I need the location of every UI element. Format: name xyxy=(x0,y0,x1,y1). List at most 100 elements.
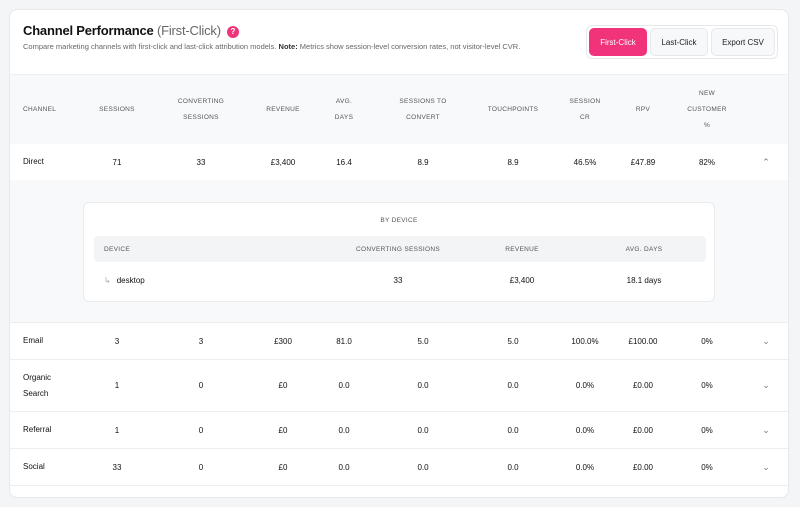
device-name: desktop xyxy=(116,275,145,285)
channel-name: Social xyxy=(23,459,85,475)
first-click-button[interactable]: First-Click xyxy=(589,28,647,56)
channel-name: Email xyxy=(23,333,85,349)
chevron-down-icon[interactable]: ⌄ xyxy=(762,335,770,346)
cell-new-pct: 0% xyxy=(701,336,713,346)
cell-rpv: £47.89 xyxy=(630,157,656,167)
header-sessions: SESSIONS xyxy=(85,102,149,118)
cell-converting: 0 xyxy=(198,425,204,435)
title-text: Channel Performance xyxy=(23,23,154,38)
table-row[interactable]: Direct 71 33 £3,400 16.4 8.9 8.9 46.5% £47.89 82%… xyxy=(10,144,788,180)
channel-text: Referral xyxy=(23,425,52,434)
chevron-down-icon[interactable]: ⌄ xyxy=(762,424,770,435)
cell-sessions: 1 xyxy=(114,381,120,390)
cell-revenue: £0 xyxy=(278,381,288,390)
header-text: SESSION xyxy=(569,98,601,105)
cell-converting: 0 xyxy=(198,462,204,472)
header-rpv: RPV xyxy=(615,102,671,118)
table-row[interactable]: Social 33 0 £0 0.0 0.0 0.0 0.0% £0.00 0% ⌄ xyxy=(10,449,788,486)
direct-expanded-panel: BY DEVICE DEVICE CONVERTING SESSIONS REV… xyxy=(10,180,788,323)
cell-stc: 5.0 xyxy=(417,336,429,346)
cell-touchpoints: 0.0 xyxy=(507,381,519,390)
header-text: CONVERT xyxy=(406,114,440,121)
cell-rpv: £0.00 xyxy=(632,381,654,390)
device-revenue: £3,400 xyxy=(509,275,535,285)
device-cell: ↳ desktop xyxy=(104,276,324,285)
note-text: Metrics show session-level conversion ra… xyxy=(299,42,521,51)
sub-arrow-icon: ↳ xyxy=(104,275,111,285)
cell-cr: 0.0% xyxy=(575,425,595,435)
channel-text: Direct xyxy=(23,157,44,166)
header-text: NEW xyxy=(698,90,716,97)
device-breakdown: BY DEVICE DEVICE CONVERTING SESSIONS REV… xyxy=(83,202,715,302)
cell-avg-days: 16.4 xyxy=(336,157,352,167)
header-text: TOUCHPOINTS xyxy=(487,106,539,113)
cell-sessions: 33 xyxy=(112,462,122,472)
cell-avg-days: 0.0 xyxy=(338,381,350,390)
cell-cr: 46.5% xyxy=(573,157,597,167)
cell-stc: 8.9 xyxy=(417,157,429,167)
channel-text: Email xyxy=(23,336,44,345)
cell-avg-days: 0.0 xyxy=(338,425,350,435)
cell-touchpoints: 5.0 xyxy=(507,336,519,346)
channel-name: Organic Search xyxy=(23,370,85,402)
cell-avg-days: 81.0 xyxy=(336,336,352,346)
table-row[interactable]: Referral 1 0 £0 0.0 0.0 0.0 0.0% £0.00 0% ⌄ xyxy=(10,412,788,449)
cell-rpv: £0.00 xyxy=(632,425,654,435)
header-session-cr: SESSION CR xyxy=(555,94,615,126)
cell-sessions: 71 xyxy=(112,157,122,167)
header-text: SESSIONS TO xyxy=(399,98,447,105)
chevron-down-icon[interactable]: ⌄ xyxy=(762,461,770,472)
chevron-down-icon[interactable]: ⌄ xyxy=(762,380,770,390)
device-header: DEVICE xyxy=(104,245,131,253)
header-text: SESSIONS xyxy=(183,114,219,121)
cell-revenue: £300 xyxy=(274,336,292,346)
header-text: SESSIONS xyxy=(99,106,135,113)
cell-rpv: £0.00 xyxy=(632,462,654,472)
page-title: Channel Performance (First-Click)? xyxy=(23,23,239,38)
description-text: Compare marketing channels with first-cl… xyxy=(23,42,277,51)
device-breakdown-title: BY DEVICE xyxy=(380,217,418,224)
help-icon[interactable]: ? xyxy=(226,26,239,38)
channel-name: Direct xyxy=(23,154,85,170)
table-row[interactable]: Email 3 3 £300 81.0 5.0 5.0 100.0% £100.00 0% ⌄ xyxy=(10,323,788,360)
header-text: AVG. xyxy=(335,98,353,105)
cell-revenue: £0 xyxy=(278,462,288,472)
export-csv-button[interactable]: Export CSV xyxy=(711,28,775,56)
cell-cr: 100.0% xyxy=(571,336,599,346)
header-touchpoints: TOUCHPOINTS xyxy=(471,102,555,118)
device-row: ↳ desktop 33 £3,400 18.1 days xyxy=(94,262,706,298)
note-label: Note: xyxy=(278,42,298,51)
cell-rpv: £100.00 xyxy=(628,336,658,346)
header-avg-days: AVG. DAYS xyxy=(313,94,375,126)
header-channel: CHANNEL xyxy=(23,102,85,118)
channel-text: Search xyxy=(23,388,49,398)
header-text: CR xyxy=(580,114,590,121)
header-revenue: REVENUE xyxy=(253,102,313,118)
cell-sessions: 3 xyxy=(114,336,120,346)
chevron-up-icon[interactable]: ⌃ xyxy=(762,156,770,167)
table-header: CHANNEL SESSIONS CONVERTING SESSIONS REVENUE… xyxy=(10,74,788,144)
header-text: CONVERTING xyxy=(177,98,225,105)
table-row[interactable]: Organic Search 1 0 £0 0.0 0.0 0.0 0.0% £0.00 0% ⌄ xyxy=(10,360,788,412)
cell-cr: 0.0% xyxy=(575,462,595,472)
last-click-button[interactable]: Last-Click xyxy=(650,28,708,56)
cell-touchpoints: 0.0 xyxy=(507,462,519,472)
converting-sessions-header: CONVERTING SESSIONS xyxy=(356,245,440,253)
cell-cr: 0.0% xyxy=(575,381,595,390)
header-text: REVENUE xyxy=(266,106,300,113)
channel-performance-card: Channel Performance (First-Click)? Compa… xyxy=(9,9,789,498)
channel-text: Organic xyxy=(23,372,52,382)
cell-converting: 0 xyxy=(198,381,204,390)
cell-converting: 33 xyxy=(196,157,206,167)
attribution-model-label: (First-Click) xyxy=(157,23,221,38)
header-text: DAYS xyxy=(334,114,354,121)
cell-stc: 0.0 xyxy=(417,462,429,472)
cell-new-pct: 0% xyxy=(701,425,713,435)
header-text: CHANNEL xyxy=(23,106,57,113)
cell-revenue: £0 xyxy=(278,425,288,435)
revenue-header: REVENUE xyxy=(505,245,539,253)
device-table-header: DEVICE CONVERTING SESSIONS REVENUE AVG. … xyxy=(94,236,706,262)
description: Compare marketing channels with first-cl… xyxy=(23,42,520,51)
attribution-toggle: First-Click Last-Click Export CSV xyxy=(586,25,778,59)
cell-new-pct: 0% xyxy=(701,381,713,390)
